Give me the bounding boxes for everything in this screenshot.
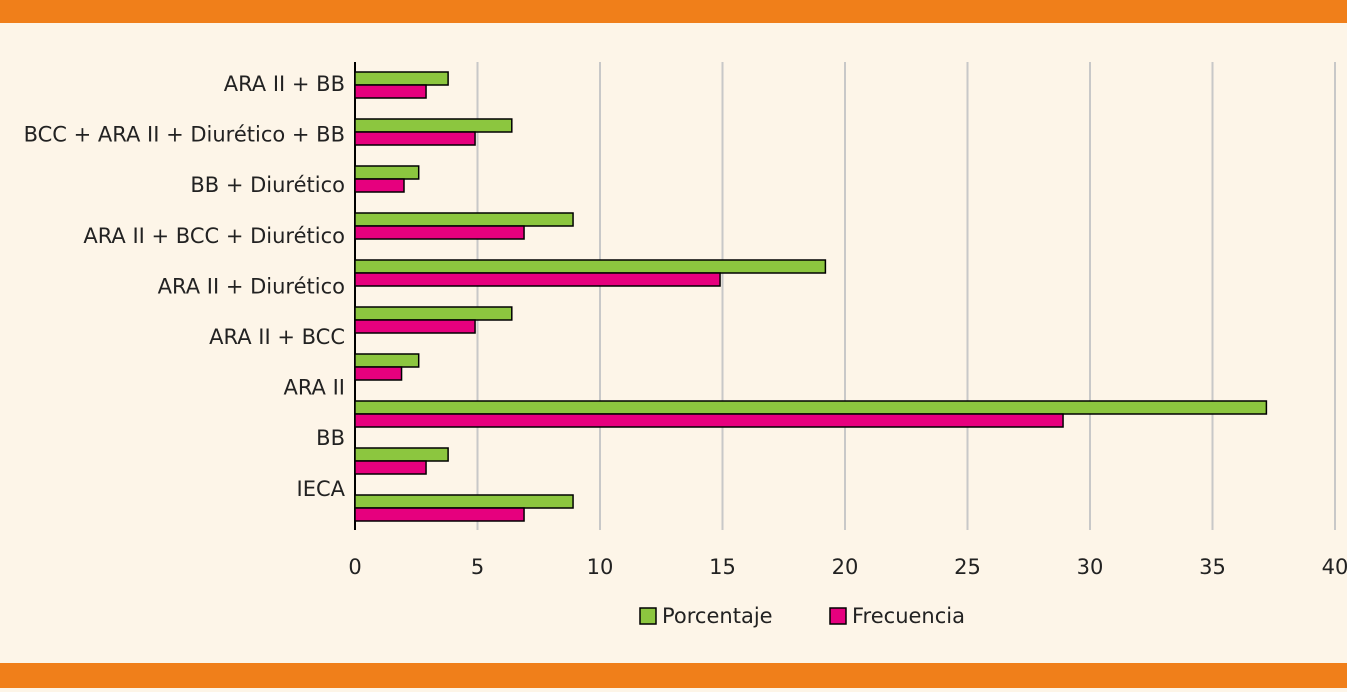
x-tick-label: 15 — [709, 555, 736, 579]
bar — [354, 400, 1268, 415]
y-tick-label: BB — [316, 426, 345, 450]
legend-label: Frecuencia — [852, 604, 965, 628]
y-tick-label: ARA II + Diurético — [158, 274, 345, 298]
x-tick-label: 20 — [832, 555, 859, 579]
y-tick-label: ARA II — [283, 376, 345, 400]
bar — [354, 507, 525, 522]
legend-swatch — [829, 607, 847, 625]
bar — [354, 259, 827, 274]
x-tick-label: 10 — [587, 555, 614, 579]
bar — [354, 71, 449, 86]
bar — [354, 319, 476, 334]
y-tick-label: IECA — [297, 477, 346, 501]
y-tick-label: BCC + ARA II + Diurético + BB — [24, 123, 345, 147]
legend-swatch — [639, 607, 657, 625]
bar — [354, 118, 513, 133]
x-tick-label: 0 — [348, 555, 361, 579]
top-band — [0, 0, 1347, 23]
y-tick-label: BB + Diurético — [190, 173, 345, 197]
bar — [354, 366, 403, 381]
x-tick-label: 30 — [1077, 555, 1104, 579]
y-tick-label: ARA II + BCC + Diurético — [83, 224, 345, 248]
bar — [354, 353, 420, 368]
bar — [354, 413, 1064, 428]
bar — [354, 447, 449, 462]
y-tick-label: ARA II + BB — [224, 72, 345, 96]
bar — [354, 178, 405, 193]
bar — [354, 306, 513, 321]
x-tick-label: 25 — [954, 555, 981, 579]
bar — [354, 165, 420, 180]
bar — [354, 460, 427, 475]
x-tick-label: 5 — [471, 555, 484, 579]
y-tick-label: ARA II + BCC — [209, 325, 345, 349]
x-tick-label: 40 — [1322, 555, 1347, 579]
bottom-band — [0, 663, 1347, 688]
bar — [354, 84, 427, 99]
legend-label: Porcentaje — [662, 604, 773, 628]
bar — [354, 225, 525, 240]
bar — [354, 131, 476, 146]
bar — [354, 494, 574, 509]
bar — [354, 272, 721, 287]
bar — [354, 212, 574, 227]
x-tick-label: 35 — [1199, 555, 1226, 579]
